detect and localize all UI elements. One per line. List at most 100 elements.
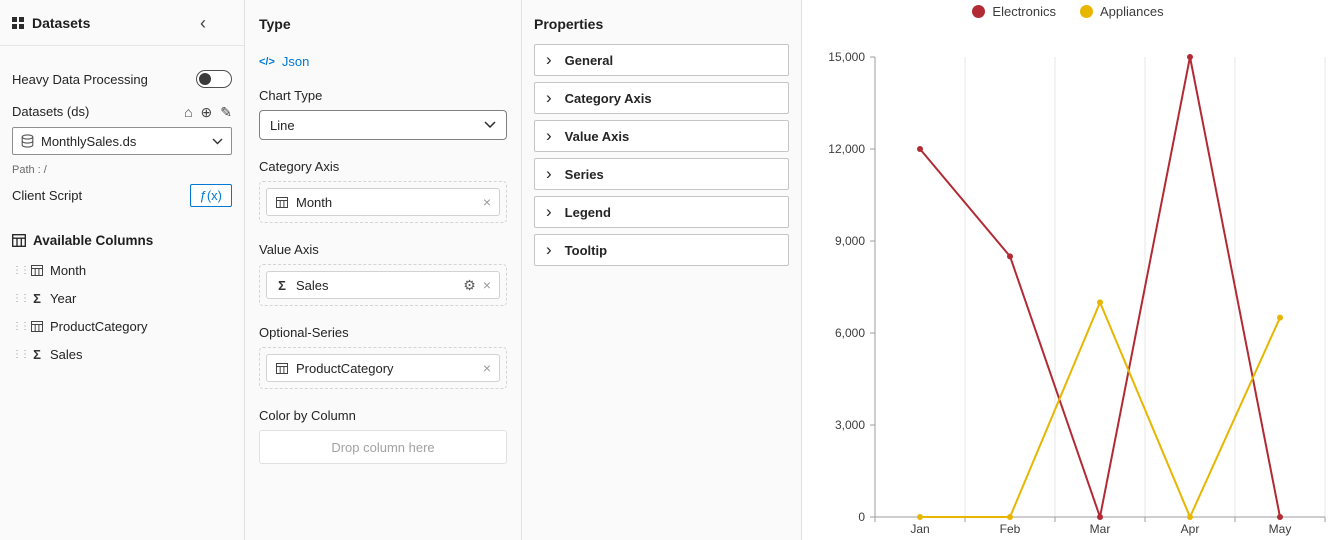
column-name: Month bbox=[50, 262, 87, 278]
color-by-column-label: Color by Column bbox=[259, 408, 356, 423]
chevron-right-icon: › bbox=[546, 201, 552, 221]
chart-type-value: Line bbox=[270, 117, 295, 133]
chart-legend: Electronics Appliances bbox=[802, 1, 1334, 21]
heavy-data-processing-toggle[interactable] bbox=[196, 70, 232, 88]
properties-panel: Properties › General › Category Axis › V… bbox=[522, 0, 802, 540]
chart-config-panel: Type </> Json Chart Type Line Category A… bbox=[245, 0, 522, 540]
legend-dot-appliances bbox=[1079, 4, 1093, 18]
toggle-knob bbox=[199, 73, 211, 85]
category-axis-label: Category Axis bbox=[259, 159, 340, 174]
properties-section-tooltip[interactable]: › Tooltip bbox=[534, 234, 789, 266]
chevron-right-icon: › bbox=[546, 163, 552, 183]
svg-text:6,000: 6,000 bbox=[835, 326, 865, 340]
properties-section-general[interactable]: › General bbox=[534, 44, 789, 76]
properties-section-category-axis[interactable]: › Category Axis bbox=[534, 82, 789, 114]
chart-type-label: Chart Type bbox=[259, 88, 323, 103]
column-name: Sales bbox=[50, 346, 83, 362]
remove-field-icon[interactable]: × bbox=[482, 360, 491, 376]
datasets-panel: Datasets ‹ Heavy Data Processing Dataset… bbox=[0, 0, 245, 540]
color-by-column-dropzone[interactable]: Drop column here bbox=[259, 430, 507, 464]
section-label: Tooltip bbox=[564, 242, 608, 258]
section-label: General bbox=[564, 52, 614, 68]
sigma-icon: Σ bbox=[33, 346, 41, 362]
drop-column-placeholder: Drop column here bbox=[331, 439, 435, 455]
available-columns-title: Available Columns bbox=[33, 233, 154, 248]
json-link-label: Json bbox=[281, 54, 310, 69]
svg-text:May: May bbox=[1269, 522, 1292, 536]
legend-label: Electronics bbox=[992, 3, 1056, 19]
value-axis-field[interactable]: Σ Sales ⚙ × bbox=[266, 271, 500, 299]
legend-label: Appliances bbox=[1099, 3, 1164, 19]
value-axis-field-name: Sales bbox=[296, 277, 329, 293]
type-panel-title: Type bbox=[259, 16, 291, 32]
chevron-down-icon bbox=[212, 138, 223, 145]
column-item-year[interactable]: ⋮⋮ Σ Year bbox=[12, 284, 232, 312]
properties-section-legend[interactable]: › Legend bbox=[534, 196, 789, 228]
remove-field-icon[interactable]: × bbox=[482, 194, 491, 210]
column-name: ProductCategory bbox=[50, 318, 148, 334]
column-item-month[interactable]: ⋮⋮ Month bbox=[12, 256, 232, 284]
chevron-right-icon: › bbox=[546, 239, 552, 259]
drag-handle-icon[interactable]: ⋮⋮ bbox=[12, 348, 30, 360]
svg-text:Mar: Mar bbox=[1090, 522, 1111, 536]
datasets-panel-title: Datasets bbox=[32, 14, 91, 31]
edit-dataset-icon[interactable]: ✎ bbox=[220, 103, 232, 120]
home-icon[interactable]: ⌂ bbox=[184, 103, 193, 120]
chart-type-select[interactable]: Line bbox=[259, 110, 507, 140]
column-item-sales[interactable]: ⋮⋮ Σ Sales bbox=[12, 340, 232, 368]
remove-field-icon[interactable]: × bbox=[482, 277, 491, 293]
heavy-data-processing-label: Heavy Data Processing bbox=[12, 71, 148, 87]
chevron-right-icon: › bbox=[546, 125, 552, 145]
collapse-panel-icon[interactable]: ‹ bbox=[200, 12, 206, 33]
table-column-icon bbox=[275, 362, 289, 374]
client-script-fx-button[interactable]: ƒ(x) bbox=[189, 184, 232, 207]
json-view-link[interactable]: </> Json bbox=[259, 54, 507, 69]
section-label: Legend bbox=[564, 204, 611, 220]
code-icon: </> bbox=[259, 55, 275, 68]
dataset-select[interactable]: MonthlySales.ds bbox=[12, 127, 232, 155]
svg-text:15,000: 15,000 bbox=[828, 50, 865, 64]
table-column-icon bbox=[30, 320, 44, 332]
chevron-down-icon bbox=[484, 121, 496, 129]
svg-text:9,000: 9,000 bbox=[835, 234, 865, 248]
column-name: Year bbox=[50, 290, 77, 306]
category-axis-field-name: Month bbox=[296, 194, 333, 210]
properties-section-value-axis[interactable]: › Value Axis bbox=[534, 120, 789, 152]
optional-series-field-name: ProductCategory bbox=[296, 360, 394, 376]
table-icon bbox=[12, 234, 26, 247]
sales-line-chart: 0 3,000 6,000 9,000 12,000 15,000 Jan Feb Mar Apr… bbox=[828, 50, 1326, 536]
datasets-ds-label: Datasets (ds) bbox=[12, 104, 90, 119]
table-column-icon bbox=[30, 264, 44, 276]
chevron-right-icon: › bbox=[546, 49, 552, 69]
database-icon bbox=[21, 134, 34, 148]
sigma-icon: Σ bbox=[278, 277, 286, 293]
properties-section-series[interactable]: › Series bbox=[534, 158, 789, 190]
dataset-select-value: MonthlySales.ds bbox=[41, 133, 137, 149]
drag-handle-icon[interactable]: ⋮⋮ bbox=[12, 320, 30, 332]
legend-item-appliances[interactable]: Appliances bbox=[1079, 3, 1164, 19]
drag-handle-icon[interactable]: ⋮⋮ bbox=[12, 264, 30, 276]
column-item-productcategory[interactable]: ⋮⋮ ProductCategory bbox=[12, 312, 232, 340]
optional-series-dropzone[interactable]: ProductCategory × bbox=[259, 347, 507, 389]
svg-text:Jan: Jan bbox=[910, 522, 929, 536]
svg-text:Apr: Apr bbox=[1181, 522, 1200, 536]
table-column-icon bbox=[275, 196, 289, 208]
svg-text:12,000: 12,000 bbox=[828, 142, 865, 156]
add-dataset-icon[interactable]: ⊕ bbox=[200, 103, 213, 120]
category-axis-field[interactable]: Month × bbox=[266, 188, 500, 216]
legend-dot-electronics bbox=[972, 4, 986, 18]
section-label: Value Axis bbox=[564, 128, 630, 144]
svg-text:0: 0 bbox=[858, 510, 865, 524]
category-axis-dropzone[interactable]: Month × bbox=[259, 181, 507, 223]
available-columns-header: Available Columns bbox=[12, 233, 232, 248]
value-axis-dropzone[interactable]: Σ Sales ⚙ × bbox=[259, 264, 507, 306]
optional-series-field[interactable]: ProductCategory × bbox=[266, 354, 500, 382]
optional-series-label: Optional-Series bbox=[259, 325, 349, 340]
value-axis-label: Value Axis bbox=[259, 242, 319, 257]
svg-text:3,000: 3,000 bbox=[835, 418, 865, 432]
legend-item-electronics[interactable]: Electronics bbox=[972, 4, 1056, 19]
field-settings-gear-icon[interactable]: ⚙ bbox=[463, 277, 476, 293]
drag-handle-icon[interactable]: ⋮⋮ bbox=[12, 292, 30, 304]
sigma-icon: Σ bbox=[33, 290, 41, 306]
chevron-right-icon: › bbox=[546, 87, 552, 107]
